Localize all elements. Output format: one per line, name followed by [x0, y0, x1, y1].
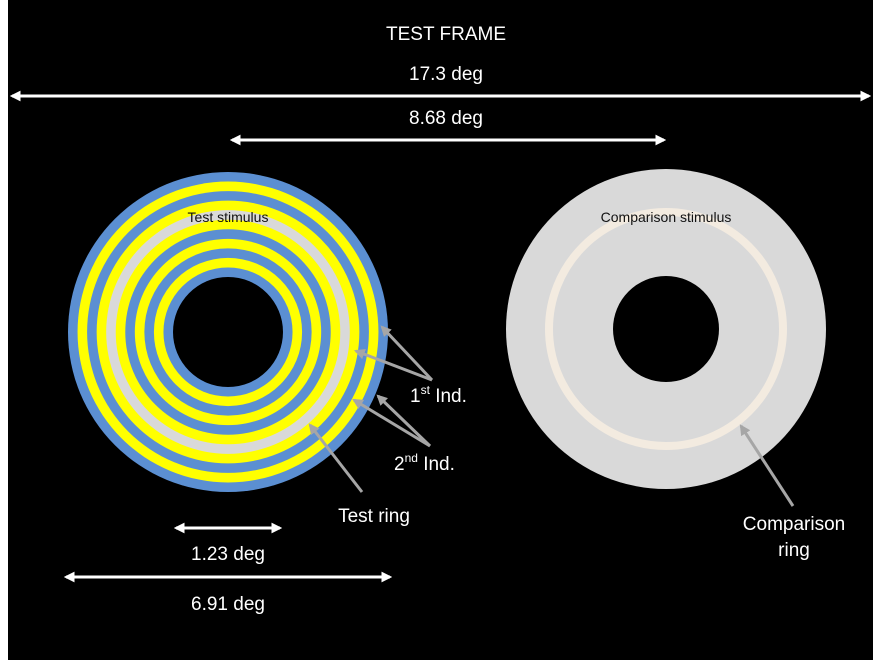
- first-inducer-suffix: Ind.: [430, 386, 467, 407]
- frame-title: TEST FRAME: [386, 24, 506, 45]
- second-inducer-number: 2: [394, 454, 405, 475]
- test-stimulus-label: Test stimulus: [188, 209, 269, 225]
- inner-hole-label: 1.23 deg: [191, 544, 265, 565]
- stimulus-diameter-label: 6.91 deg: [191, 594, 265, 615]
- frame-width-label: 17.3 deg: [409, 64, 483, 85]
- second-ind-pointer-outer: [376, 394, 432, 448]
- second-ind-pointer-inner: [352, 398, 431, 448]
- comparison-ring: [545, 208, 787, 450]
- test-hole: [173, 277, 283, 387]
- comparison-stimulus-label: Comparison stimulus: [601, 209, 732, 225]
- comparison-ring-pointer: [739, 424, 795, 507]
- second-inducer-suffix: Ind.: [418, 454, 455, 475]
- comparison-ring-label-line1: Comparison: [743, 514, 845, 535]
- first-inducer-superscript: st: [421, 383, 431, 397]
- first-ind-pointer-inner: [353, 349, 433, 382]
- test-ring-label: Test ring: [338, 506, 410, 527]
- comparison-stimulus: [506, 169, 826, 489]
- test-stimulus: [68, 172, 388, 492]
- first-inducer-label: 1st Ind.: [410, 383, 467, 407]
- second-inducer-superscript: nd: [405, 451, 418, 465]
- first-ind-pointer-outer: [380, 325, 434, 382]
- comparison-ring-label-line2: ring: [778, 540, 810, 561]
- separation-label: 8.68 deg: [409, 108, 483, 129]
- first-inducer-number: 1: [410, 386, 421, 407]
- second-inducer-label: 2nd Ind.: [394, 451, 455, 475]
- pointer-arrows: [308, 325, 795, 507]
- test-ring-pointer: [308, 423, 364, 493]
- comparison-hole: [613, 276, 719, 382]
